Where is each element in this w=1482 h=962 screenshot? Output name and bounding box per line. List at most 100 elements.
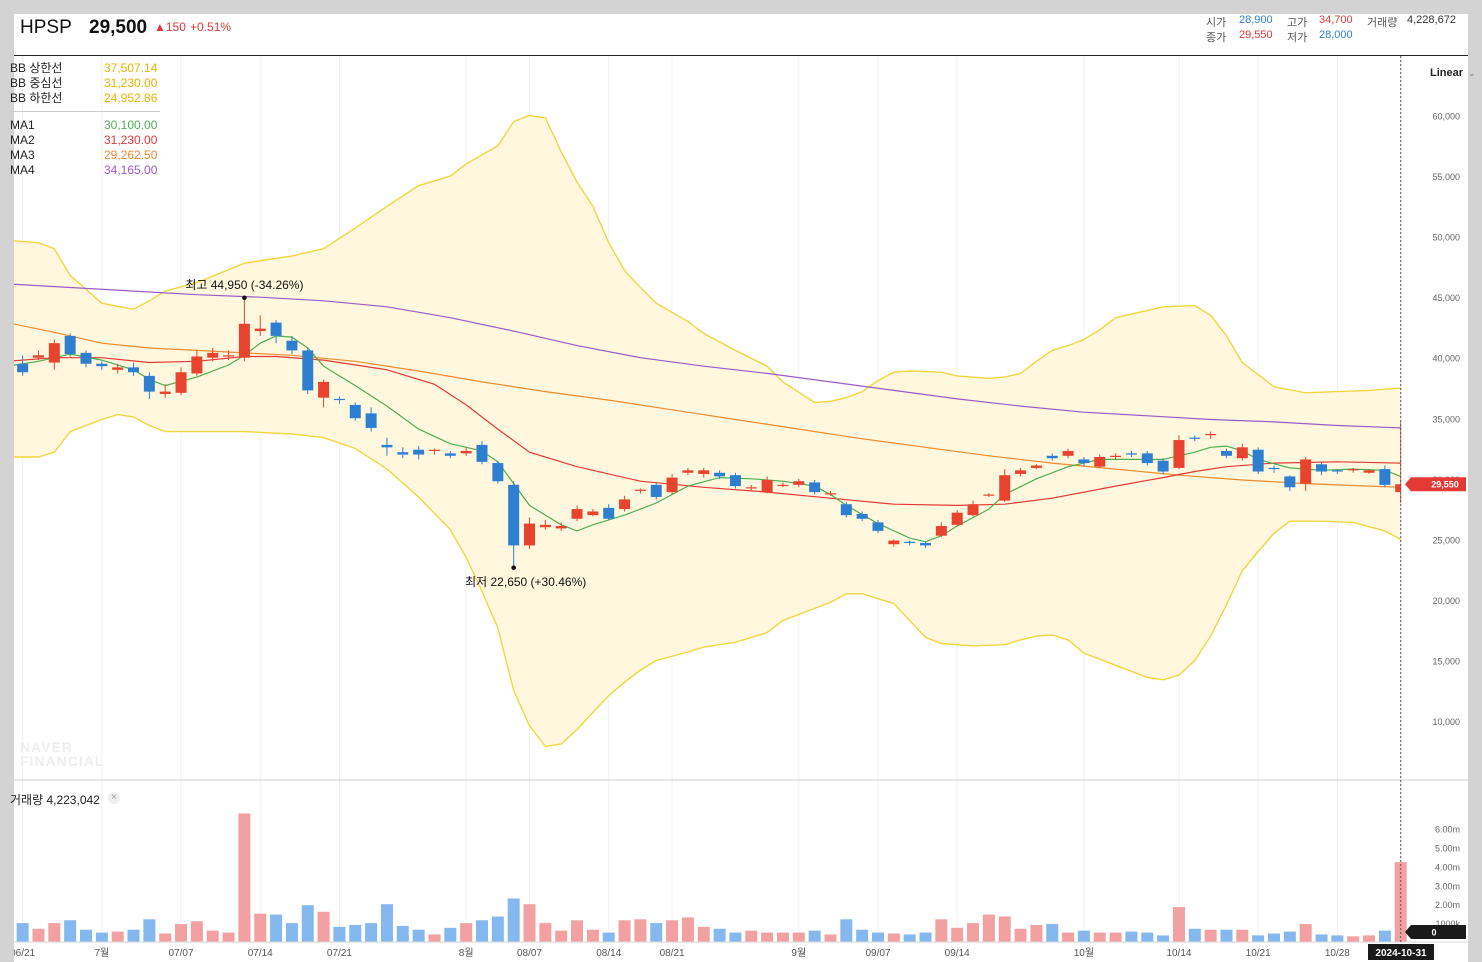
- candle-body: [112, 367, 124, 370]
- volume-bar: [64, 920, 77, 942]
- candle-body: [1125, 453, 1137, 455]
- price-axis-tick-label: 50,000: [1432, 233, 1460, 243]
- legend-ma3[interactable]: MA3 29,262.50: [10, 148, 170, 163]
- volume-bar: [111, 931, 124, 942]
- candle-body: [17, 363, 29, 373]
- volume-bar: [872, 932, 884, 942]
- legend-ma1[interactable]: MA1 30,100.00: [10, 118, 170, 133]
- close-icon[interactable]: ×: [108, 792, 120, 804]
- candle-body: [96, 363, 108, 367]
- x-axis-tick-label: 10/28: [1325, 948, 1350, 959]
- candle-body: [207, 352, 219, 358]
- x-axis-tick-label: 07/21: [327, 948, 352, 959]
- low-label: 저가: [1287, 32, 1308, 44]
- volume-bar: [301, 905, 314, 942]
- volume-bar: [476, 920, 488, 942]
- high-annotation: 최고 44,950 (-34.26%): [185, 278, 303, 292]
- candle-body: [1331, 470, 1343, 472]
- volume-bar: [238, 813, 251, 942]
- volume-bar: [713, 928, 726, 942]
- legend-divider: [10, 111, 160, 112]
- legend-bb-upper[interactable]: BB 상한선 37,507.14: [10, 61, 170, 76]
- candle-body: [714, 472, 726, 477]
- candle-body: [1316, 464, 1328, 472]
- candle-body: [555, 526, 567, 529]
- legend-name: MA3: [10, 148, 35, 162]
- candle-body: [64, 335, 76, 355]
- candle-body: [856, 513, 868, 519]
- price-plot-area[interactable]: 최고 44,950 (-34.26%) 최저 22,650 (+30.46%): [14, 114, 1406, 748]
- legend-name: MA2: [10, 133, 35, 147]
- volume-bar: [681, 917, 694, 942]
- volume-bar: [729, 932, 742, 942]
- legend-name: MA1: [10, 118, 35, 132]
- scale-mode-select[interactable]: Linear: [1430, 67, 1464, 79]
- volume-axis-tick-label: 1000k: [1435, 919, 1460, 929]
- x-axis-tick-label: 07/07: [169, 948, 194, 959]
- x-axis-tick-label: 10/21: [1246, 948, 1271, 959]
- volume-bar: [1093, 932, 1106, 942]
- candle-body: [539, 524, 551, 528]
- candle-body: [444, 453, 456, 456]
- volume-bar: [824, 934, 837, 942]
- volume-bar: [951, 927, 964, 942]
- candle-body: [1363, 470, 1375, 473]
- bollinger-upper-line: [14, 114, 1401, 404]
- volume-bar: [507, 898, 520, 942]
- volume-label: 거래량: [1367, 17, 1398, 29]
- candle-body: [397, 452, 409, 455]
- candle-body: [824, 493, 836, 495]
- chart-canvas[interactable]: 최고 44,950 (-34.26%) 최저 22,650 (+30.46%) 10…: [14, 14, 1468, 962]
- candle-body: [333, 398, 345, 401]
- price-axis-tick-label: 10,000: [1432, 717, 1460, 727]
- volume-bar: [1062, 932, 1075, 942]
- high-label: 고가: [1287, 17, 1308, 29]
- volume-bar: [539, 923, 552, 942]
- candle-body: [191, 356, 203, 374]
- volume-bar: [159, 933, 172, 942]
- candle-body: [1141, 453, 1153, 464]
- high-value: 34,700: [1319, 14, 1353, 26]
- x-axis-tick-label: 10/14: [1166, 948, 1191, 959]
- bollinger-band-fill: [14, 115, 1401, 747]
- date-tag-bg: [1368, 944, 1434, 960]
- candle-body: [413, 449, 425, 455]
- volume-bar: [317, 911, 330, 942]
- volume-bar: [1125, 931, 1138, 942]
- volume-bar: [1014, 928, 1027, 942]
- chevron-down-icon[interactable]: ⌄: [1468, 68, 1476, 78]
- candle-body: [729, 475, 741, 487]
- indicator-legend: BB 상한선 37,507.14 BB 중심선 31,230.00 BB 하한선…: [10, 61, 170, 178]
- legend-bb-lower[interactable]: BB 하한선 24,952.86: [10, 91, 170, 106]
- legend-bb-middle[interactable]: BB 중심선 31,230.00: [10, 76, 170, 91]
- volume-bar: [491, 916, 504, 942]
- candle-body: [254, 328, 266, 332]
- volume-panel-label: 거래량 4,223,042: [10, 793, 100, 807]
- legend-name: BB 중심선: [10, 76, 63, 90]
- price-axis-tick-label: 20,000: [1432, 596, 1460, 606]
- volume-bar: [32, 928, 45, 942]
- volume-bar: [856, 929, 869, 942]
- candle-body: [698, 470, 710, 474]
- volume-value: 4,228,672: [1407, 14, 1456, 26]
- candle-body: [1078, 459, 1090, 464]
- volume-bar: [270, 914, 283, 942]
- legend-value: 34,165.00: [104, 163, 158, 177]
- volume-bar: [95, 932, 108, 942]
- volume-bar: [887, 933, 900, 942]
- candle-body: [175, 372, 187, 393]
- volume-bar: [808, 930, 821, 942]
- volume-bar: [1109, 932, 1122, 942]
- legend-ma4[interactable]: MA4 34,165.00: [10, 163, 170, 178]
- price-axis-tick-label: 55,000: [1432, 172, 1460, 182]
- low-marker: [511, 565, 516, 571]
- volume-bar: [586, 929, 599, 942]
- volume-bar: [761, 932, 774, 942]
- candle-body: [349, 404, 361, 419]
- volume-bar: [792, 932, 805, 942]
- volume-bar: [1141, 932, 1154, 942]
- candle-body: [302, 350, 314, 391]
- candle-body: [1046, 455, 1058, 459]
- candle-body: [571, 509, 583, 519]
- legend-ma2[interactable]: MA2 31,230.00: [10, 133, 170, 148]
